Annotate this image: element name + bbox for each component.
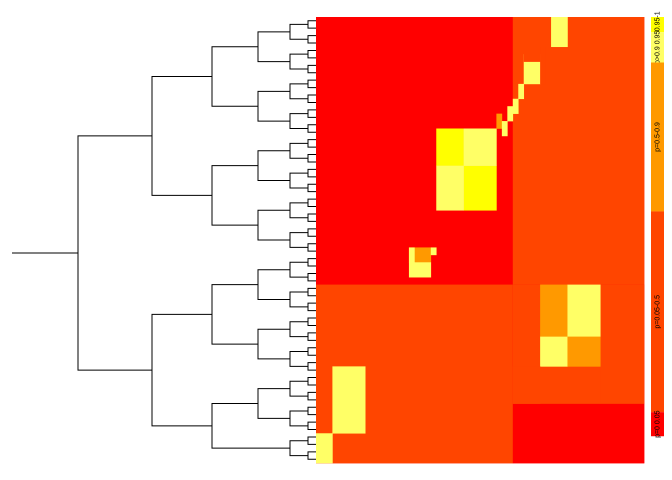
legend-swatch-4 bbox=[651, 412, 664, 437]
heatmap-block-19 bbox=[436, 128, 464, 166]
legend-swatch-1 bbox=[651, 32, 664, 63]
heatmap-block-16 bbox=[408, 262, 415, 278]
heatmap-cells bbox=[316, 17, 645, 464]
dendrogram-link-39 bbox=[289, 291, 308, 308]
dendrogram-link-42 bbox=[289, 380, 308, 397]
heatmap-block-29 bbox=[523, 46, 541, 62]
dendrogram-link-7 bbox=[307, 124, 316, 133]
heatmap-block-10 bbox=[567, 336, 601, 367]
heatmap-block-17 bbox=[414, 262, 432, 278]
heatmap-block-7 bbox=[540, 284, 568, 337]
heatmap-block-25 bbox=[507, 106, 514, 122]
legend-swatch-3 bbox=[651, 211, 664, 413]
heatmap-block-22 bbox=[436, 165, 464, 211]
dendrogram-link-54 bbox=[211, 284, 258, 345]
dendrogram-link-38 bbox=[289, 261, 308, 278]
color-legend: p*0.95-1p>0.9 0.95 p=0.5-0.9 p=0.05-0.5 p=0… bbox=[651, 11, 664, 438]
dendrogram-link-5 bbox=[307, 94, 316, 103]
legend-label-0: p*0.95-1 bbox=[655, 11, 662, 38]
dendrogram-link-10 bbox=[307, 168, 316, 178]
dendrogram-link-18 bbox=[307, 287, 316, 297]
heatmap-block-18 bbox=[408, 247, 415, 263]
dendrogram-link-56 bbox=[151, 75, 212, 196]
heatmap-block-9 bbox=[540, 336, 568, 367]
dendrogram-link-48 bbox=[257, 209, 290, 241]
dendrogram-link-34 bbox=[289, 142, 308, 159]
heatmap-block-6 bbox=[600, 284, 645, 404]
dendrogram-link-31 bbox=[289, 53, 308, 70]
dendrogram-link-6 bbox=[307, 109, 316, 118]
dendrogram-link-3 bbox=[307, 64, 316, 74]
dendrogram-link-24 bbox=[307, 377, 316, 386]
dendrogram-link-26 bbox=[307, 406, 316, 416]
dendrogram-link-55 bbox=[211, 403, 290, 449]
legend-swatch-2 bbox=[651, 62, 664, 212]
dendrogram-link-30 bbox=[289, 23, 308, 40]
dendrogram-link-35 bbox=[289, 172, 308, 189]
heatmap-block-26 bbox=[512, 98, 519, 114]
dendrogram-link-37 bbox=[289, 232, 308, 248]
dendrogram-link-40 bbox=[289, 321, 308, 338]
dendrogram-link-1 bbox=[307, 35, 316, 44]
dendrogram-link-52 bbox=[211, 46, 258, 107]
dendrogram-link-12 bbox=[307, 198, 316, 208]
dendrogram-link-17 bbox=[307, 272, 316, 282]
heatmap-block-30 bbox=[540, 46, 546, 85]
heatmap-block-21 bbox=[463, 128, 497, 166]
heatmap-block-31 bbox=[551, 17, 568, 48]
dendrogram-link-50 bbox=[257, 328, 290, 360]
heatmap-block-12 bbox=[332, 366, 366, 434]
dendrogram-link-49 bbox=[257, 269, 290, 300]
heatmap-block-8 bbox=[567, 284, 601, 337]
heatmap-block-11 bbox=[512, 366, 541, 404]
dendrogram-link-14 bbox=[307, 228, 316, 237]
dendrogram-link-27 bbox=[307, 421, 316, 431]
heatmap-block-23 bbox=[496, 113, 503, 129]
heatmap-block-24 bbox=[501, 121, 508, 137]
dendrogram-link-57 bbox=[151, 313, 212, 427]
legend-label-3: p=0.05-0.5 bbox=[655, 295, 662, 329]
dendrogram-link-21 bbox=[307, 332, 316, 341]
legend-label-1: p>0.9 0.95 bbox=[655, 31, 662, 64]
dendrogram-link-13 bbox=[307, 213, 316, 222]
dendrogram-link-23 bbox=[307, 362, 316, 371]
dendrogram-link-15 bbox=[307, 243, 316, 252]
dendrogram-link-51 bbox=[257, 388, 290, 419]
dendrogram-link-58 bbox=[77, 135, 152, 371]
dendrogram-link-25 bbox=[307, 391, 316, 401]
legend-label-4: p=0 0.05 bbox=[655, 410, 662, 438]
dendrogram-link-22 bbox=[307, 347, 316, 356]
heatmap-block-15 bbox=[430, 247, 437, 256]
dendrogram-link-8 bbox=[307, 139, 316, 148]
dendrogram-link-32 bbox=[289, 83, 308, 100]
dendrogram-link-43 bbox=[289, 410, 308, 427]
dendrogram-link-11 bbox=[307, 183, 316, 193]
dendrogram-link-0 bbox=[307, 20, 316, 29]
legend-swatch-0 bbox=[651, 17, 664, 33]
dendrogram-link-2 bbox=[307, 49, 316, 59]
dendrogram-link-20 bbox=[307, 317, 316, 326]
row-dendrogram bbox=[12, 20, 316, 460]
dendrogram-link-53 bbox=[211, 165, 258, 226]
dendrogram-link-41 bbox=[289, 351, 308, 367]
dendrogram-link-19 bbox=[307, 302, 316, 312]
heatmap-block-13 bbox=[316, 433, 333, 464]
dendrogram-link-45 bbox=[257, 31, 290, 63]
dendrogram-link-16 bbox=[307, 258, 316, 267]
dendrogram-link-4 bbox=[307, 79, 316, 89]
dendrogram-link-29 bbox=[307, 451, 316, 460]
dendrogram-link-44 bbox=[289, 440, 308, 457]
dendrogram-link-33 bbox=[289, 113, 308, 129]
heatmap-block-20 bbox=[463, 165, 497, 211]
dendrogram-link-9 bbox=[307, 154, 316, 163]
dendrogram-link-36 bbox=[289, 202, 308, 219]
dendrogram-link-47 bbox=[257, 150, 290, 182]
legend-label-2: p=0.5-0.9 bbox=[655, 122, 662, 152]
dendrogram-link-46 bbox=[257, 90, 290, 122]
heatmap-block-27 bbox=[518, 83, 525, 100]
dendrogram-link-28 bbox=[307, 436, 316, 445]
